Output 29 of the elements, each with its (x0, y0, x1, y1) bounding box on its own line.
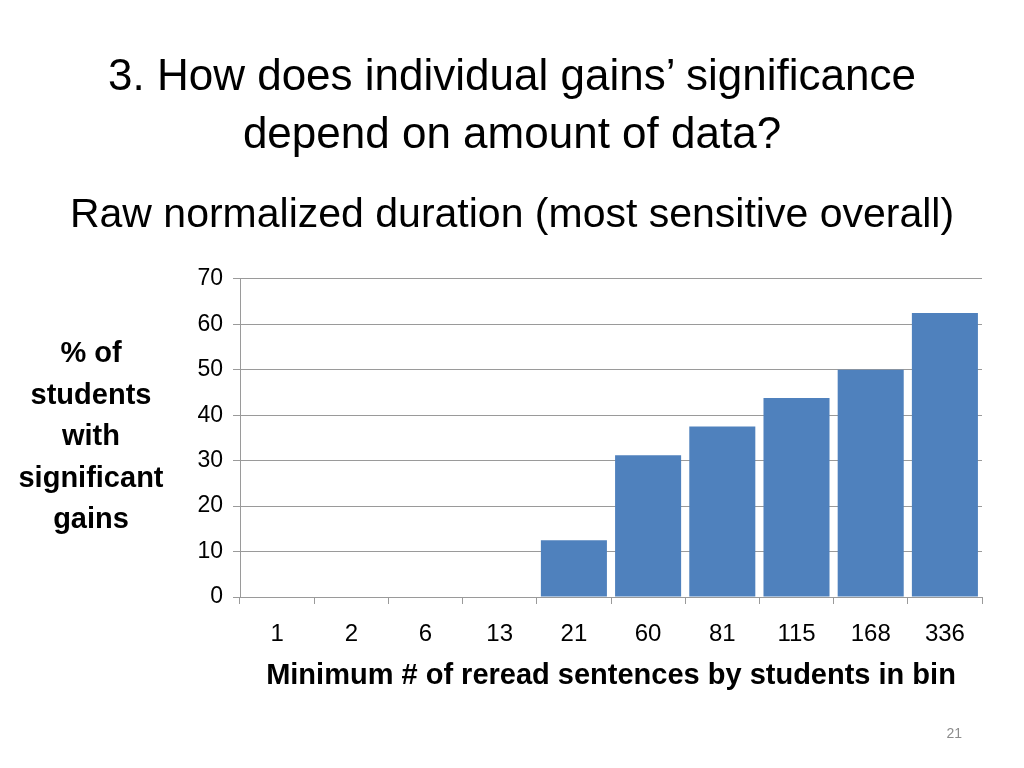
y-tick-label: 0 (210, 582, 223, 609)
x-tick-label: 81 (708, 619, 736, 647)
x-axis-title: Minimum # of reread sentences by students in bin (266, 657, 956, 690)
y-tick-label: 50 (197, 355, 223, 382)
x-tick-label: 6 (418, 619, 433, 647)
y-tick-label: 70 (197, 264, 223, 291)
x-tick-label: 60 (634, 619, 662, 647)
x-tick-label: 115 (777, 619, 816, 647)
text: 21 (946, 725, 962, 741)
x-tick-label: 336 (924, 619, 965, 647)
x-tick-label: 21 (560, 619, 588, 647)
y-tick-label: 20 (197, 491, 223, 518)
y-axis-title: % of students with significant gains (17, 335, 165, 536)
y-tick-label: 60 (197, 309, 223, 336)
bar (615, 455, 682, 597)
bar (763, 397, 830, 597)
y-tick-label: 30 (197, 445, 223, 472)
bar (689, 426, 756, 597)
chart-title: 3. How does individual gains’ significance depend on amount of data? (107, 49, 917, 159)
bar (540, 540, 607, 597)
y-tick-label: 40 (197, 400, 223, 427)
x-tick-label: 1 (270, 619, 284, 647)
y-tick-label: 10 (197, 536, 223, 563)
bar (911, 312, 978, 597)
x-tick-label: 168 (850, 619, 891, 647)
x-tick-label: 2 (344, 619, 358, 647)
bar (837, 369, 904, 597)
x-tick-label: 13 (486, 619, 514, 647)
chart-subtitle: Raw normalized duration (most sensitive overall) (68, 189, 956, 237)
